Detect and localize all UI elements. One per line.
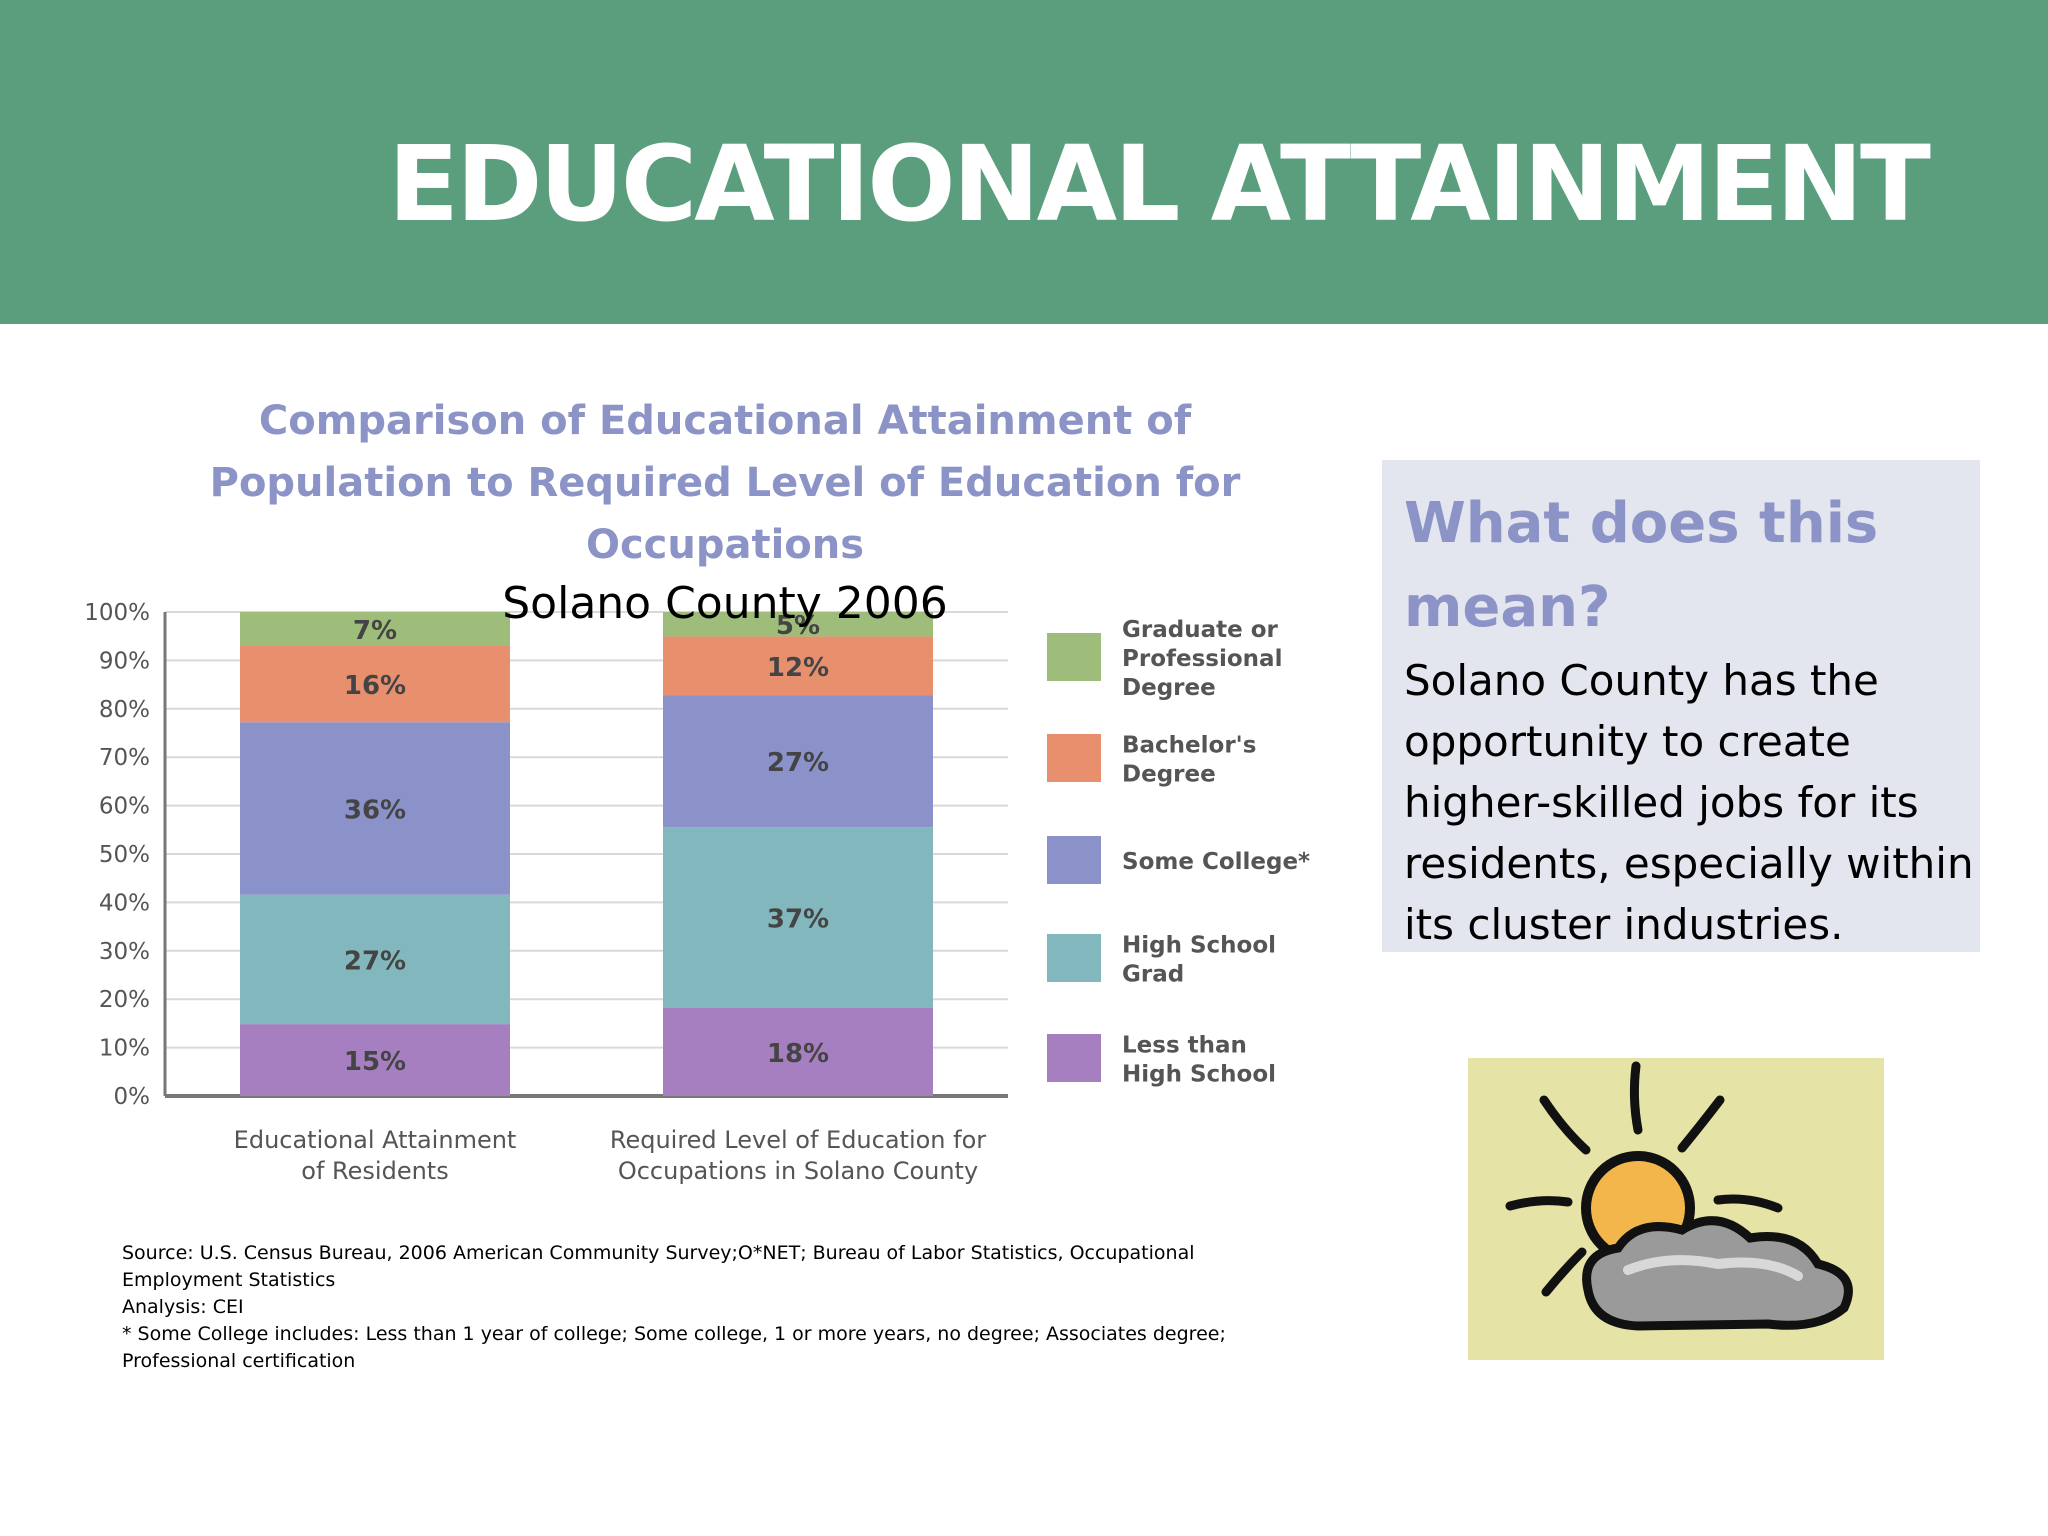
- bar-segment: [663, 612, 933, 637]
- info-heading-line: What does this: [1404, 491, 1879, 556]
- info-body-line: residents, especially within: [1404, 839, 1974, 888]
- bar-segment: [240, 645, 510, 723]
- data-label: 16%: [344, 671, 406, 701]
- data-label: 12%: [767, 653, 829, 683]
- y-tick-label: 50%: [99, 842, 150, 868]
- legend-label: Some College*: [1122, 849, 1310, 875]
- y-tick-label: 80%: [99, 697, 150, 723]
- legend-label: Grad: [1122, 962, 1184, 988]
- bar-segment: [240, 1024, 510, 1096]
- legend-label: Graduate or: [1122, 617, 1279, 643]
- legend-label: Degree: [1122, 675, 1216, 701]
- legend-swatch: [1047, 734, 1101, 782]
- legend-swatch: [1047, 633, 1101, 681]
- category-label: of Residents: [301, 1157, 448, 1185]
- y-tick-label: 60%: [99, 794, 150, 820]
- source-notes: Source: U.S. Census Bureau, 2006 America…: [122, 1240, 1226, 1375]
- y-tick-label: 30%: [99, 939, 150, 965]
- chart-subtitle: Solano County 2006: [502, 578, 948, 629]
- header-band: [0, 0, 2048, 324]
- bar-segment: [240, 612, 510, 646]
- y-tick-label: 90%: [99, 648, 150, 674]
- y-tick-label: 100%: [84, 600, 150, 626]
- category-label: Required Level of Education for: [610, 1126, 986, 1154]
- data-label: 27%: [344, 946, 406, 976]
- y-tick-label: 40%: [99, 890, 150, 916]
- y-tick-label: 0%: [114, 1084, 151, 1110]
- bar-segment: [663, 636, 933, 696]
- info-body-line: higher-skilled jobs for its: [1404, 778, 1919, 827]
- y-tick-label: 70%: [99, 745, 150, 771]
- info-box: What does this mean? Solano County has t…: [1382, 460, 1980, 952]
- category-label: Educational Attainment: [234, 1126, 517, 1154]
- data-label: 5%: [776, 611, 820, 641]
- bar-segment: [663, 695, 933, 828]
- info-body-line: its cluster industries.: [1404, 900, 1844, 949]
- info-body-line: Solano County has the: [1404, 656, 1879, 705]
- info-heading-line: mean?: [1404, 575, 1611, 640]
- source-note-line: Employment Statistics: [122, 1269, 336, 1291]
- slide-title: EDUCATIONAL ATTAINMENT: [388, 123, 1931, 245]
- stacked-bar-chart: 0% 10% 20% 30% 40% 50% 60% 70% 80% 90% 100% 15% 27% 3…: [84, 600, 1310, 1185]
- chart-title: Comparison of Educational Attainment of …: [209, 398, 1241, 568]
- bar-segment: [240, 722, 510, 895]
- legend-label: Bachelor's: [1122, 733, 1256, 759]
- bar-segment: [663, 827, 933, 1008]
- bar-segment: [240, 894, 510, 1025]
- legend-swatch: [1047, 1034, 1101, 1082]
- info-heading: What does this mean?: [1404, 482, 1980, 650]
- data-label: 36%: [344, 795, 406, 825]
- category-label: Occupations in Solano County: [618, 1157, 978, 1185]
- data-label: 18%: [767, 1039, 829, 1069]
- legend-swatch: [1047, 934, 1101, 982]
- legend-label: Professional: [1122, 646, 1282, 672]
- legend-label: High School: [1122, 933, 1276, 959]
- sun-behind-cloud-icon: [1468, 1058, 1884, 1360]
- legend-swatch: [1047, 836, 1101, 884]
- data-label: 7%: [353, 616, 397, 646]
- legend-label: Degree: [1122, 762, 1216, 788]
- info-body-line: opportunity to create: [1404, 717, 1851, 766]
- y-tick-label: 10%: [99, 1036, 150, 1062]
- source-note-line: * Some College includes: Less than 1 yea…: [122, 1323, 1226, 1345]
- data-label: 15%: [344, 1047, 406, 1077]
- source-note-line: Analysis: CEI: [122, 1296, 244, 1318]
- bar-segment: [663, 1008, 933, 1096]
- info-body: Solano County has the opportunity to cre…: [1404, 650, 1980, 955]
- y-tick-label: 20%: [99, 987, 150, 1013]
- legend-label: Less than: [1122, 1033, 1247, 1059]
- data-label: 27%: [767, 748, 829, 778]
- source-note-line: Professional certification: [122, 1350, 356, 1372]
- source-note-line: Source: U.S. Census Bureau, 2006 America…: [122, 1242, 1195, 1264]
- legend-label: High School: [1122, 1062, 1276, 1088]
- data-label: 37%: [767, 905, 829, 935]
